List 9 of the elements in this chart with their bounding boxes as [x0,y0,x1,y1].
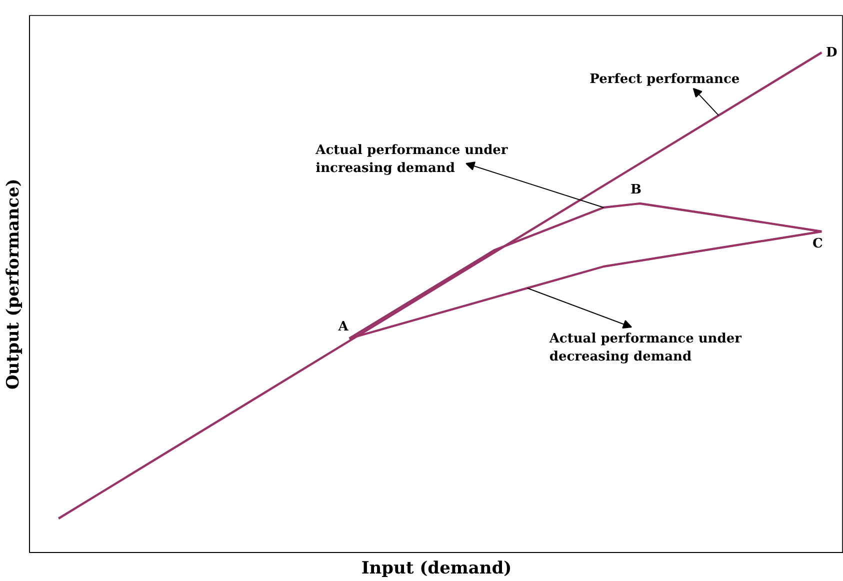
annotation: Actual performance under increasing demand [314,143,508,176]
annotation: Perfect performance [590,72,740,87]
annotation: B [630,182,642,198]
x-axis-title: Input (demand) [361,558,512,578]
annotation: D [826,46,838,60]
annotation: Actual performance under decreasing demand [548,332,742,365]
y-axis-title: Output (performance) [4,178,24,390]
annotation: A [337,320,350,334]
annotation: C [812,236,823,252]
